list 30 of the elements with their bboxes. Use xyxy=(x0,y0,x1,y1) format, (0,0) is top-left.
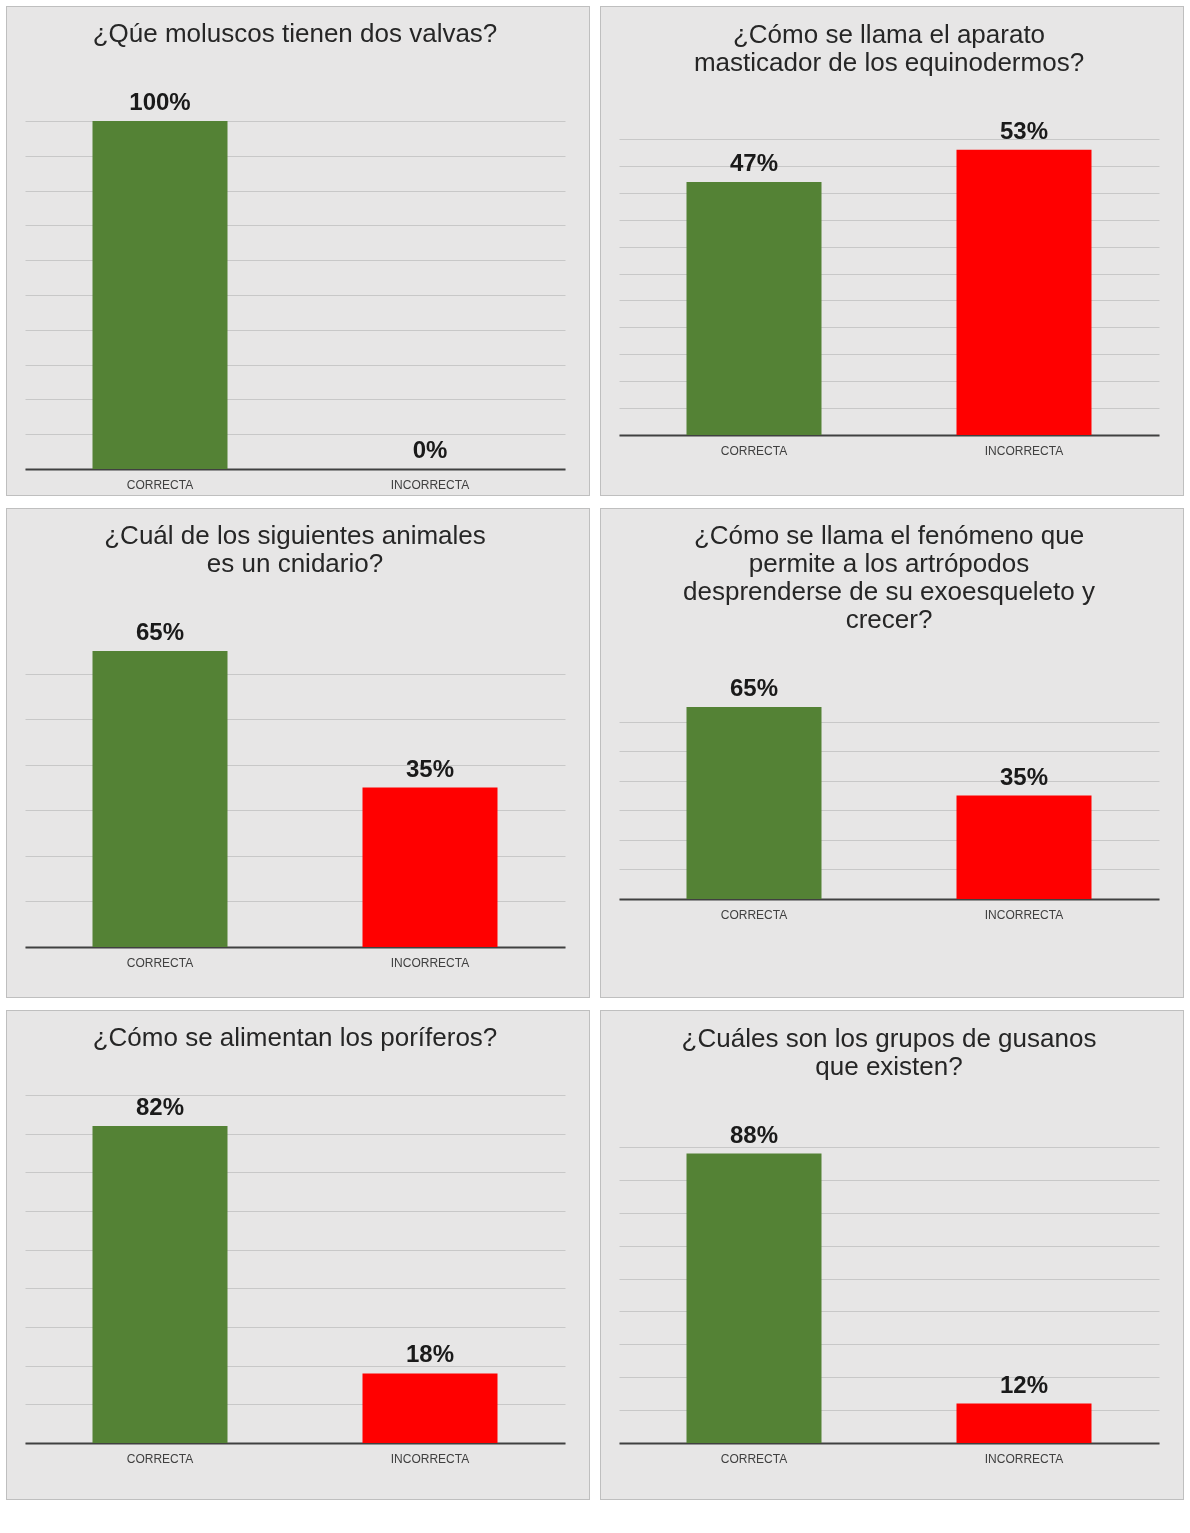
x-tick-label: INCORRECTA xyxy=(390,477,470,492)
data-label: 65% xyxy=(729,674,779,701)
x-tick-label: INCORRECTA xyxy=(390,1451,470,1466)
x-tick-label: CORRECTA xyxy=(720,907,788,922)
data-label: 100% xyxy=(129,88,191,115)
chart-title: ¿Cómo se alimentan los poríferos? xyxy=(92,1022,498,1052)
x-tick-label: CORRECTA xyxy=(126,955,194,970)
x-tick-label: INCORRECTA xyxy=(984,443,1064,458)
data-label: 35% xyxy=(999,762,1049,790)
x-tick-label: CORRECTA xyxy=(126,477,194,492)
x-tick-label: INCORRECTA xyxy=(984,1451,1064,1466)
chart-title: ¿Cuáles son los grupos de gusanos que existen? xyxy=(681,1022,1097,1081)
data-label: 53% xyxy=(999,116,1049,144)
chart-title: ¿Qúe moluscos tienen dos valvas? xyxy=(92,18,498,48)
chart-title: ¿Cuál de los siguientes animales es un cnidario? xyxy=(104,520,486,578)
x-tick-label: CORRECTA xyxy=(720,1451,788,1466)
chart-title: ¿Cómo se llama el fenómeno que permite a los artrópodos desprenderse de su exoesqueleto y crecer? xyxy=(683,520,1095,634)
data-label: 65% xyxy=(135,618,185,645)
data-label: 47% xyxy=(729,149,779,177)
data-label: 0% xyxy=(412,436,448,463)
data-label: 18% xyxy=(405,1340,455,1368)
x-tick-label: CORRECTA xyxy=(720,443,788,458)
chart-title: ¿Cómo se llama el aparato masticador de los equinodermos? xyxy=(693,18,1085,77)
x-tick-label: INCORRECTA xyxy=(984,907,1064,922)
x-tick-label: INCORRECTA xyxy=(390,955,470,970)
data-label: 88% xyxy=(729,1120,779,1148)
data-label: 12% xyxy=(999,1370,1049,1398)
data-label: 82% xyxy=(135,1092,185,1120)
data-label: 35% xyxy=(405,754,455,782)
x-tick-label: CORRECTA xyxy=(126,1451,194,1466)
